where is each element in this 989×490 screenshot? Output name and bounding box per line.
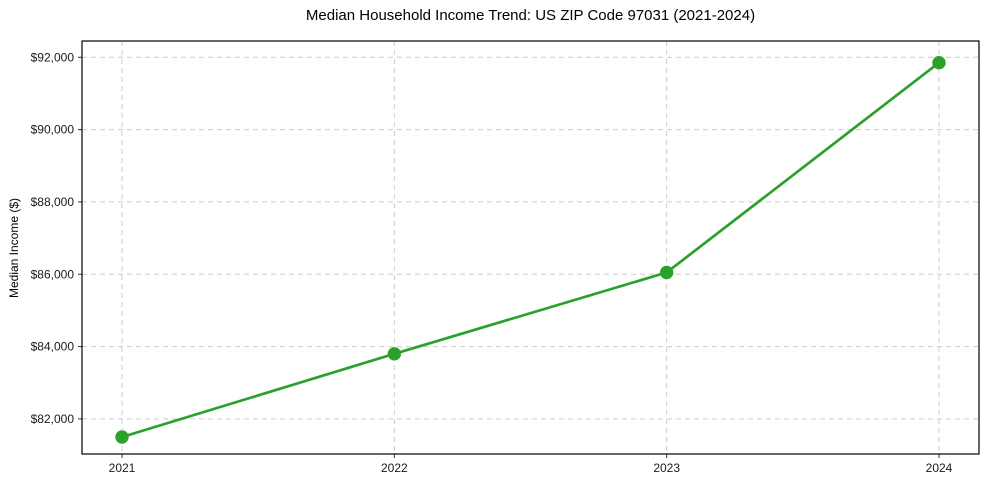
y-tick-label: $92,000 [31, 50, 75, 64]
y-tick-label: $88,000 [31, 195, 75, 209]
data-point-marker [387, 347, 402, 361]
x-tick-label: 2022 [381, 461, 408, 475]
data-point-marker [659, 265, 674, 280]
data-point-marker [932, 55, 946, 70]
y-tick-label: $90,000 [31, 123, 75, 137]
axes-frame [81, 40, 980, 455]
chart-title: Median Household Income Trend: US ZIP Co… [305, 7, 756, 24]
y-tick-label: $84,000 [31, 340, 75, 354]
x-tick-label: 2021 [109, 461, 136, 475]
y-tick-label: $86,000 [31, 267, 75, 281]
x-tick-label: 2023 [653, 461, 680, 475]
series-line [120, 61, 941, 439]
data-point-marker [115, 430, 129, 444]
y-tick-label: $82,000 [31, 412, 75, 426]
x-tick-label: 2024 [926, 461, 953, 475]
